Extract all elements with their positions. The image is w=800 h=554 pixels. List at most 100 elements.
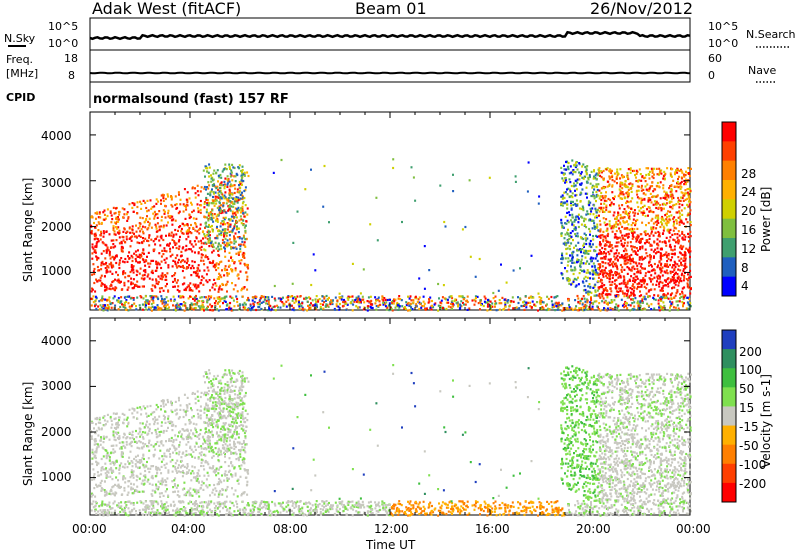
power-point [234,207,237,210]
power-point [666,216,668,219]
power-point [386,306,389,309]
power-point [586,269,589,272]
power-point [595,193,598,196]
power-point [112,297,115,300]
power-point [505,281,508,284]
power-point [574,233,577,236]
power-point [669,172,672,175]
power-point [621,187,624,190]
power-point [211,286,214,289]
power-point [316,305,318,309]
power-point [155,278,157,281]
power-point [112,225,115,228]
power-point [200,248,203,251]
power-point [160,295,163,298]
power-point [663,253,666,256]
power-point [173,298,176,301]
power-point [667,196,670,199]
power-point [637,285,639,288]
power-point [601,300,604,303]
power-point [648,253,651,257]
power-point [212,245,215,249]
power-point [622,211,625,214]
power-point [109,270,112,273]
power-point [147,306,150,309]
power-point [583,284,586,288]
power-point [113,258,116,261]
power-point [134,250,137,253]
power-point [114,245,117,248]
power-point [314,298,317,301]
power-point [155,237,158,240]
power-point [574,228,577,231]
power-point [210,190,213,193]
power-point [679,297,681,300]
power-point [638,258,641,261]
power-point [395,302,398,306]
power-point [412,176,415,179]
power-point [121,235,124,238]
power-point [200,245,203,248]
power-point [110,284,113,287]
power-point [234,180,237,183]
power-point [620,270,623,273]
power-point [270,308,273,311]
power-point [669,278,672,281]
power-point [632,257,634,260]
power-point [482,304,485,308]
power-point [643,285,646,288]
power-point [674,294,677,297]
power-point [423,287,426,290]
velocity-point [174,449,177,452]
power-point [150,302,153,306]
power-point [132,268,135,271]
power-point [633,308,636,311]
power-point [626,241,629,244]
power-point [166,307,169,310]
power-point [638,179,641,182]
power-point [679,244,682,247]
power-point [132,271,135,274]
power-point [596,208,599,211]
power-point [375,308,378,311]
power-point [225,202,228,205]
power-point [153,215,156,218]
power-point [667,285,670,288]
power-point [138,261,141,264]
velocity-point [244,394,247,397]
velocity-point [194,397,197,400]
power-point [587,252,590,255]
power-point [652,234,655,237]
power-point [647,290,650,293]
power-point [139,256,142,259]
power-point [684,238,686,241]
power-point [601,265,604,268]
power-point [595,177,598,181]
power-point [669,306,671,309]
power-point [91,257,94,260]
power-point [666,278,669,281]
power-point [618,282,621,286]
power-point [295,300,298,303]
power-point [653,173,655,176]
power-point [675,169,678,172]
power-point [253,300,256,304]
power-point [611,169,613,172]
power-point [319,305,322,309]
power-point [229,200,232,203]
velocity-point [185,453,188,456]
power-point [398,295,401,298]
power-point [653,294,656,297]
power-point [237,227,240,230]
power-point [117,279,120,283]
power-point [566,203,568,206]
power-point [672,238,675,241]
freq-frame [89,49,691,83]
power-point [676,289,679,292]
power-point [662,306,665,309]
power-point [659,268,662,271]
power-point [625,220,628,223]
power-point [639,279,642,282]
power-point [631,288,634,291]
power-point [599,234,602,237]
